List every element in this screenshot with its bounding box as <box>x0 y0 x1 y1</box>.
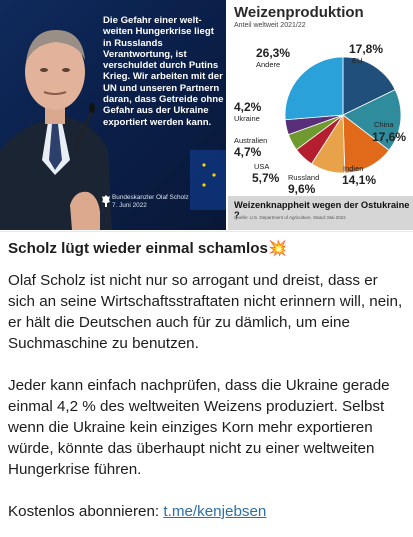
message-body: Scholz lügt wieder einmal schamlos💥 Olaf… <box>8 238 408 522</box>
label-name-andere: Andere <box>256 60 281 69</box>
message-title: Scholz lügt wieder einmal schamlos💥 <box>8 238 408 259</box>
label-pct-eu: 17,8% <box>349 42 384 56</box>
caption-date: 7. Juni 2022 <box>112 202 147 209</box>
quote-text: Die Gefahr einer welt-weiten Hungerkrise… <box>103 15 224 128</box>
label-pct-china: 17,6% <box>372 130 407 144</box>
label-pct-andere: 26,3% <box>256 46 291 60</box>
subscribe-text: Kostenlos abonnieren: <box>8 503 164 520</box>
pie-slice-andere <box>284 56 344 121</box>
chart-footer <box>228 196 413 230</box>
chancellor-photo <box>0 30 226 230</box>
label-pct-indien: 14,1% <box>342 173 377 187</box>
pie-slice-china <box>342 89 402 151</box>
photo-caption: Bundeskanzler Olaf Scholz 7. Juni 2022 <box>112 194 189 210</box>
chart-title: Weizenproduktion <box>234 4 364 21</box>
chart-subtitle: Anteil weltweit 2021/22 <box>234 22 306 29</box>
label-pct-australien: 4,7% <box>234 145 262 159</box>
chart-source: Quelle: U.S. Department of Agriculture, … <box>234 215 346 220</box>
label-name-australien: Australien <box>234 136 268 145</box>
pie-chart <box>284 56 402 174</box>
collision-icon: 💥 <box>267 240 287 257</box>
caption-name: Bundeskanzler Olaf Scholz <box>112 194 189 201</box>
image-divider <box>0 231 413 232</box>
label-pct-usa: 5,7% <box>252 171 280 185</box>
message-paragraph-1: Olaf Scholz ist nicht nur so arrogant un… <box>8 272 403 352</box>
label-name-china: China <box>374 120 394 129</box>
label-pct-russland: 9,6% <box>288 182 316 196</box>
federal-eagle-icon <box>102 195 110 207</box>
pie-slice-eu <box>342 56 396 116</box>
pie-slice-indien <box>342 114 390 174</box>
label-name-indien: Indien <box>343 164 364 173</box>
subscribe-line: Kostenlos abonnieren: t.me/kenjebsen <box>8 501 408 522</box>
quote-image[interactable]: Die Gefahr einer welt-weiten Hungerkrise… <box>0 0 226 230</box>
label-pct-ukraine: 4,2% <box>234 100 262 114</box>
label-name-ukraine: Ukraine <box>234 114 260 123</box>
wheat-chart[interactable]: Weizenproduktion Anteil weltweit 2021/22… <box>228 0 413 230</box>
message-paragraph-2: Jeder kann einfach nachprüfen, dass die … <box>8 377 390 478</box>
message-title-text: Scholz lügt wieder einmal schamlos <box>8 240 268 257</box>
label-name-russland: Russland <box>288 173 320 182</box>
label-name-eu: EU <box>352 56 363 65</box>
subscribe-link[interactable]: t.me/kenjebsen <box>163 503 267 520</box>
chart-question: Weizenknappheit wegen der Ostukraine ? <box>234 200 410 220</box>
label-name-usa: USA <box>254 162 270 171</box>
